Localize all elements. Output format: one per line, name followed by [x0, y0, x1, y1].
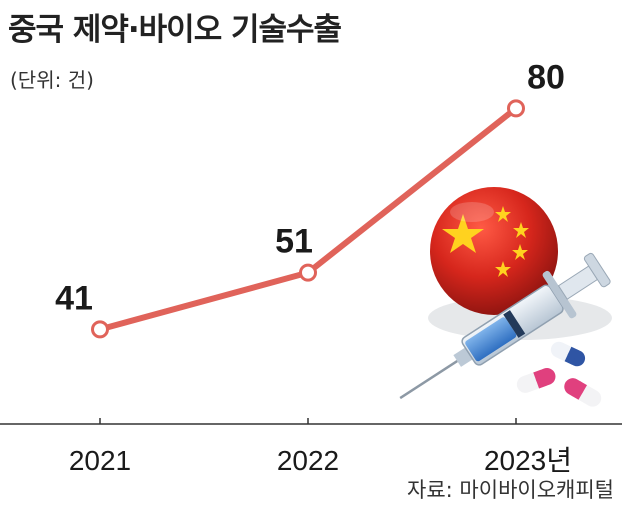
data-label: 41 — [55, 279, 93, 317]
x-tick-label: 2022 — [277, 445, 339, 476]
data-point — [299, 263, 317, 282]
illustration — [399, 187, 612, 407]
x-tick-label: 2023년 — [484, 445, 572, 476]
source-note: 자료: 마이바이오캐피털 — [407, 478, 614, 502]
data-point — [507, 99, 525, 118]
china-flag-sphere-icon — [430, 187, 558, 315]
chart-title: 중국 제약·바이오 기술수출 — [8, 12, 342, 48]
data-label: 80 — [527, 58, 565, 96]
unit-label: (단위: 건) — [10, 68, 94, 92]
data-label: 51 — [275, 223, 313, 261]
x-tick-label: 2021 — [69, 445, 131, 476]
syringe-icon — [399, 252, 611, 400]
data-point — [91, 320, 109, 339]
capsule-icon — [516, 341, 602, 407]
